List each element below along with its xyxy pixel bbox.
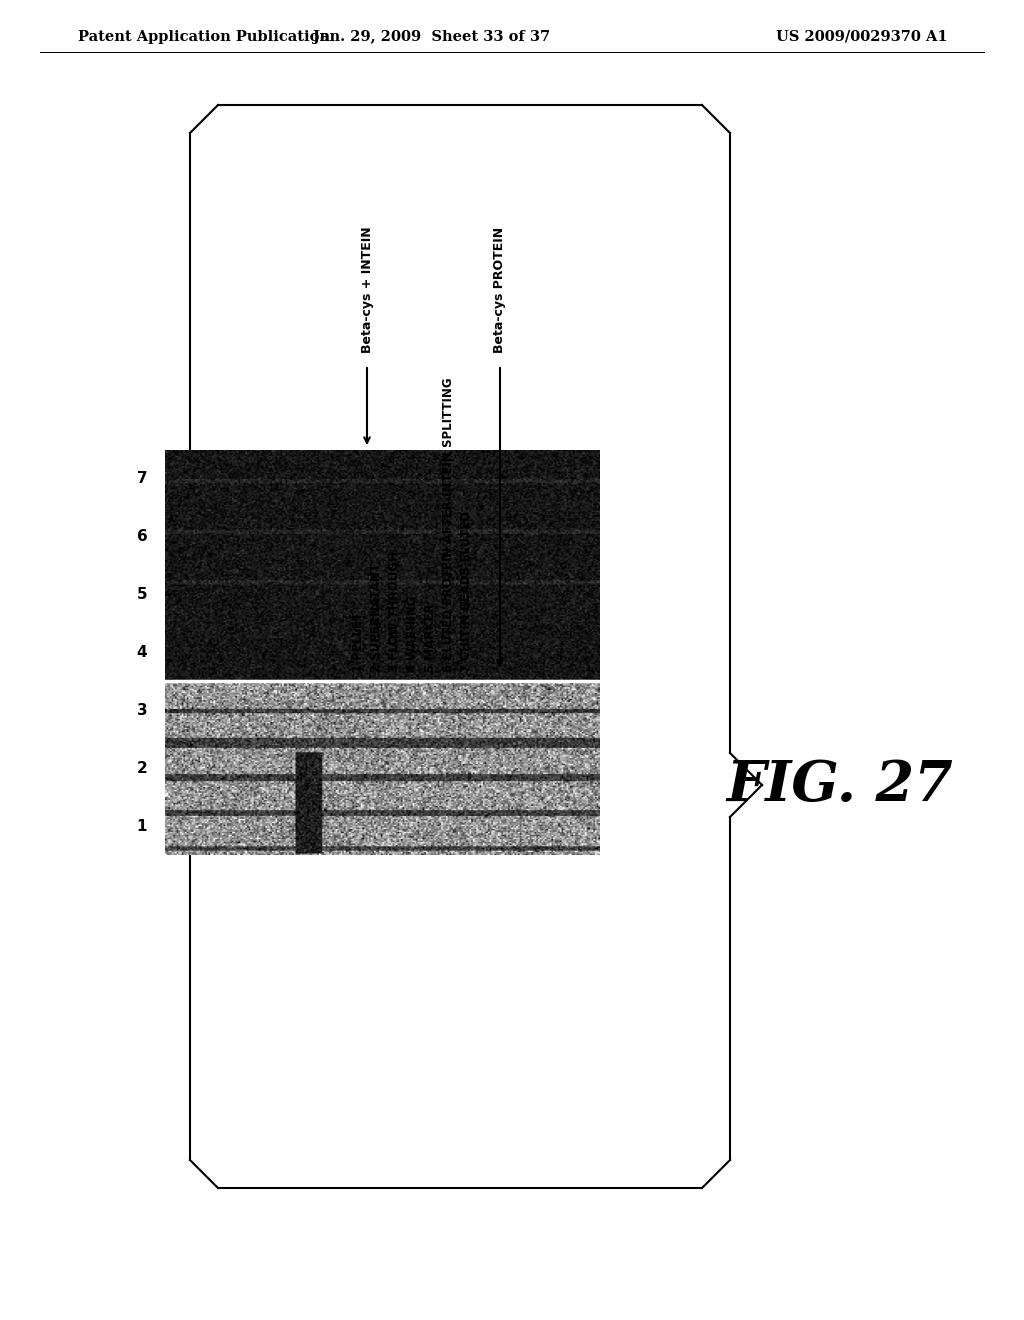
Text: 4: 4: [136, 645, 147, 660]
Text: 1: 1: [137, 818, 147, 833]
Text: Patent Application Publication: Patent Application Publication: [78, 30, 330, 44]
Text: 6: 6: [136, 529, 147, 544]
Text: Jan. 29, 2009  Sheet 33 of 37: Jan. 29, 2009 Sheet 33 of 37: [313, 30, 551, 44]
Text: 7: 7: [136, 471, 147, 487]
Text: 5: 5: [136, 587, 147, 602]
Text: 7 CHITIN BEADS ELUTED: 7 CHITIN BEADS ELUTED: [460, 511, 472, 672]
Text: 3: 3: [136, 702, 147, 718]
Text: 1 PELLET: 1 PELLET: [351, 612, 365, 672]
Text: Beta-cys + INTEIN: Beta-cys + INTEIN: [360, 226, 374, 352]
Text: 6 ELUTED PROTEIN AFTER INTEIN SPLITTING: 6 ELUTED PROTEIN AFTER INTEIN SPLITTING: [441, 378, 455, 672]
Text: 4 WASHING: 4 WASHING: [406, 595, 419, 672]
Text: Beta-cys PROTEIN: Beta-cys PROTEIN: [494, 227, 507, 352]
Text: 2 SUPERNATANT: 2 SUPERNATANT: [370, 564, 383, 672]
Text: US 2009/0029370 A1: US 2009/0029370 A1: [776, 30, 948, 44]
Text: 5 MARKER: 5 MARKER: [424, 603, 436, 672]
Text: 3 FLOW THROUGH: 3 FLOW THROUGH: [387, 552, 400, 672]
Text: 2: 2: [136, 760, 147, 776]
Text: FIG. 27: FIG. 27: [727, 758, 953, 813]
